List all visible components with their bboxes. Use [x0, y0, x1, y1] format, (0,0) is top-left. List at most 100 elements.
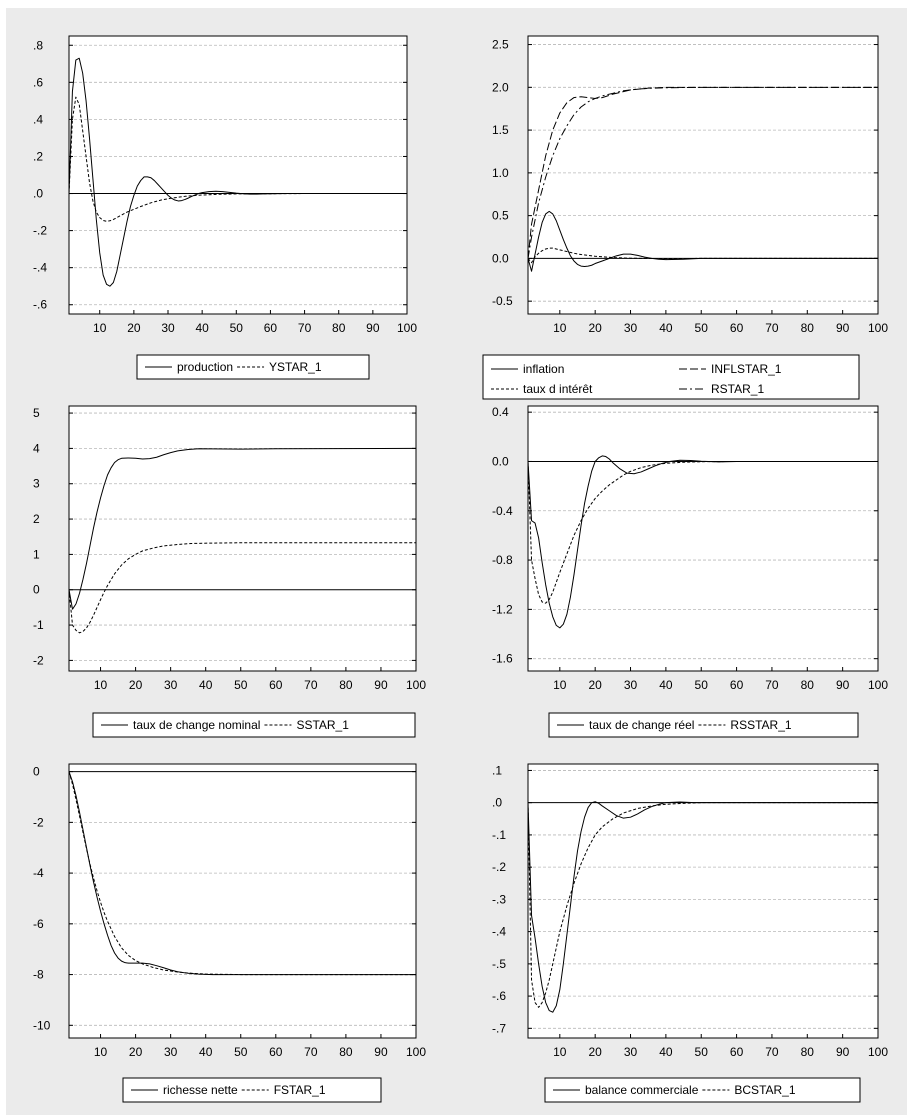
x-tick-label: 50 — [234, 1045, 248, 1059]
y-tick-label: -.2 — [492, 860, 506, 874]
y-tick-label: -.6 — [492, 989, 506, 1003]
x-tick-label: 20 — [588, 678, 602, 692]
x-tick-label: 20 — [127, 321, 141, 335]
legend-label: taux de change réel — [589, 718, 694, 732]
y-tick-label: -10 — [33, 1018, 51, 1032]
x-tick-label: 10 — [94, 1045, 108, 1059]
plot-frame — [527, 763, 879, 1039]
x-tick-label: 60 — [730, 321, 744, 335]
plot-area — [69, 764, 416, 1038]
plot-area — [528, 36, 878, 314]
x-tick-label: 10 — [553, 678, 567, 692]
x-tick-label: 90 — [374, 1045, 388, 1059]
x-tick-label: 60 — [269, 678, 283, 692]
y-tick-label: -.5 — [492, 957, 506, 971]
figure-panel: -.6 -.4 -.2.0.2.4.6.8 10 20 30 40 50 60 70 80 90 100… — [6, 8, 907, 1115]
x-tick-label: 70 — [765, 678, 779, 692]
y-tick-label: .2 — [33, 149, 43, 163]
x-tick-label: 30 — [624, 1045, 638, 1059]
series-line — [527, 802, 878, 1008]
legend-label: SSTAR_1 — [296, 718, 349, 732]
x-tick-label: 40 — [199, 1045, 213, 1059]
legend: production YSTAR_1 — [136, 354, 370, 380]
x-tick-label: 40 — [195, 321, 209, 335]
legend-label: FSTAR_1 — [274, 1083, 326, 1097]
series-line — [68, 447, 417, 610]
y-tick-label: 1.0 — [492, 166, 509, 180]
x-tick-label: 30 — [164, 1045, 178, 1059]
x-tick-label: 70 — [765, 1045, 779, 1059]
y-tick-label: 1.5 — [492, 123, 509, 137]
y-tick-label: 2.0 — [492, 80, 509, 94]
legend-label: BCSTAR_1 — [734, 1083, 795, 1097]
y-tick-label: -0.5 — [492, 294, 513, 308]
x-tick-label: 70 — [765, 321, 779, 335]
y-tick-label: 3 — [33, 477, 40, 491]
plot-area — [69, 406, 416, 671]
y-tick-label: .4 — [33, 112, 43, 126]
x-tick-label: 100 — [868, 1045, 888, 1059]
x-tick-label: 50 — [695, 321, 709, 335]
y-tick-label: 0.4 — [492, 405, 509, 419]
y-tick-label: 0 — [33, 765, 40, 779]
y-tick-label: .0 — [33, 187, 43, 201]
x-tick-label: 40 — [199, 678, 213, 692]
series-line — [527, 86, 878, 259]
x-tick-label: 100 — [397, 321, 417, 335]
y-tick-label: 4 — [33, 441, 40, 455]
x-tick-label: 10 — [93, 321, 107, 335]
x-tick-label: 80 — [339, 1045, 353, 1059]
y-tick-label: -.3 — [492, 892, 506, 906]
x-tick-label: 70 — [304, 1045, 318, 1059]
legend-box — [92, 712, 416, 738]
y-tick-label: -2 — [33, 653, 44, 667]
legend-label: production — [177, 360, 233, 374]
legend-label: INFLSTAR_1 — [711, 362, 782, 376]
y-tick-label: -.6 — [33, 298, 47, 312]
x-tick-label: 70 — [304, 678, 318, 692]
x-tick-label: 70 — [298, 321, 312, 335]
legend-label: RSTAR_1 — [711, 382, 764, 396]
chart-1: -.6 -.4 -.2 .0 .2 .4 .6 .8 10 20 30 40 50 60 70 80 90 100… — [33, 35, 417, 380]
y-tick-label: .6 — [33, 75, 43, 89]
x-tick-label: 80 — [801, 1045, 815, 1059]
y-tick-label: 1 — [33, 547, 40, 561]
x-tick-label: 90 — [836, 321, 850, 335]
y-tick-label: -.2 — [33, 224, 47, 238]
x-tick-label: 100 — [406, 1045, 426, 1059]
legend-box — [482, 354, 860, 400]
x-tick-label: 90 — [836, 1045, 850, 1059]
legend: taux de change nominal SSTAR_1 — [92, 712, 416, 738]
y-tick-label: -.1 — [492, 828, 506, 842]
y-tick-label: .1 — [492, 763, 502, 777]
x-tick-label: 30 — [624, 321, 638, 335]
plot-frame — [527, 405, 879, 672]
x-tick-label: 50 — [695, 678, 709, 692]
y-tick-label: -1.2 — [492, 602, 513, 616]
x-tick-label: 100 — [868, 678, 888, 692]
y-tick-label: 0 — [33, 583, 40, 597]
x-tick-label: 80 — [801, 678, 815, 692]
y-tick-label: 0.0 — [492, 251, 509, 265]
legend-label: taux d intérêt — [523, 382, 593, 396]
y-tick-label: -1.6 — [492, 652, 513, 666]
y-tick-label: -2 — [33, 815, 44, 829]
x-tick-label: 20 — [129, 1045, 143, 1059]
y-tick-label: 2.5 — [492, 38, 509, 52]
plot-frame — [68, 763, 417, 1039]
x-tick-label: 60 — [730, 678, 744, 692]
plot-frame — [68, 405, 417, 672]
series-line — [527, 86, 878, 259]
legend-label: taux de change nominal — [133, 718, 260, 732]
x-tick-label: 30 — [624, 678, 638, 692]
x-tick-label: 60 — [730, 1045, 744, 1059]
y-tick-label: 5 — [33, 406, 40, 420]
y-tick-label: 0.0 — [492, 454, 509, 468]
legend: richesse nette FSTAR_1 — [122, 1077, 382, 1103]
series-line — [527, 455, 878, 629]
plot-area — [528, 764, 878, 1038]
legend-label: balance commerciale — [585, 1083, 699, 1097]
x-tick-label: 80 — [339, 678, 353, 692]
plot-frame — [68, 35, 408, 315]
